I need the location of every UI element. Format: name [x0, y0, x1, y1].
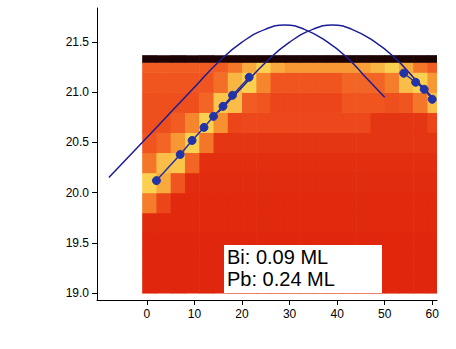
- svg-text:20.0: 20.0: [66, 186, 90, 200]
- svg-text:20: 20: [235, 307, 249, 321]
- svg-text:19.5: 19.5: [66, 236, 90, 250]
- svg-text:20.5: 20.5: [66, 135, 90, 149]
- svg-text:21.0: 21.0: [66, 85, 90, 99]
- svg-text:60: 60: [426, 307, 440, 321]
- svg-text:0: 0: [144, 307, 151, 321]
- svg-text:21.5: 21.5: [66, 35, 90, 49]
- svg-text:Bi: 0.09 ML: Bi: 0.09 ML: [227, 246, 328, 268]
- svg-text:10: 10: [188, 307, 202, 321]
- svg-text:Pb: 0.24 ML: Pb: 0.24 ML: [227, 268, 335, 290]
- svg-text:40: 40: [330, 307, 344, 321]
- svg-text:30: 30: [283, 307, 297, 321]
- svg-text:50: 50: [378, 307, 392, 321]
- svg-text:19.0: 19.0: [66, 286, 90, 300]
